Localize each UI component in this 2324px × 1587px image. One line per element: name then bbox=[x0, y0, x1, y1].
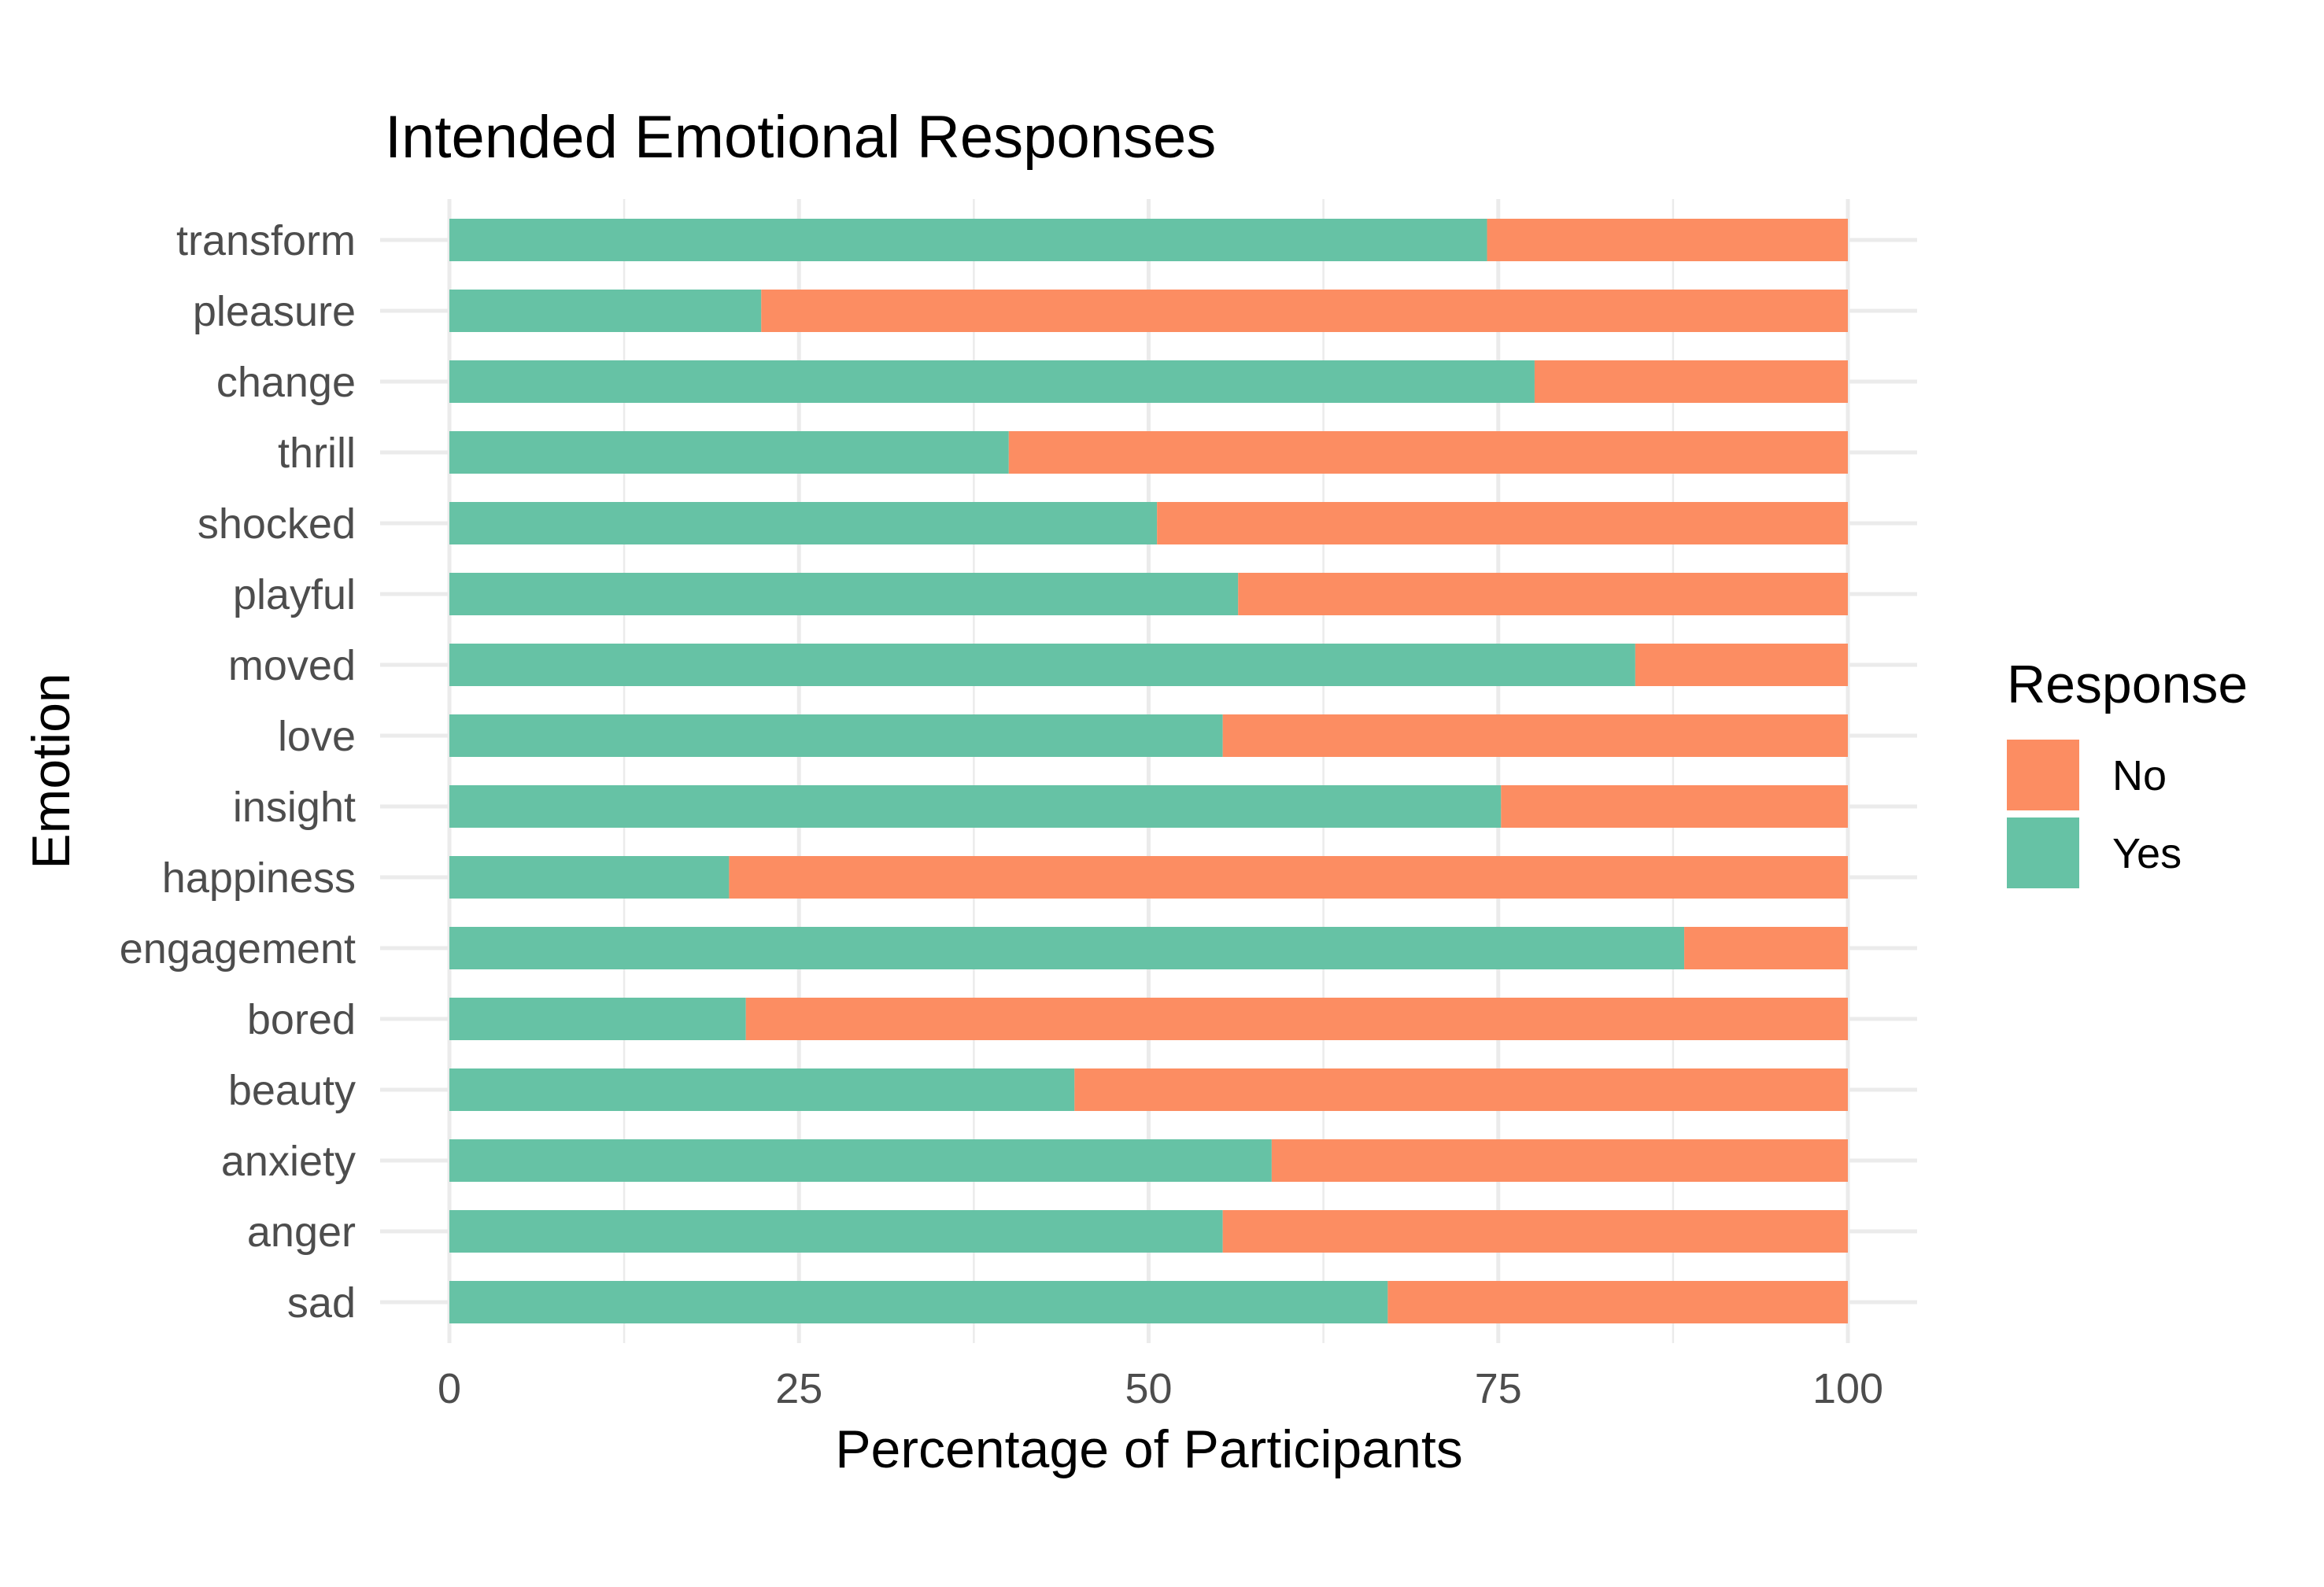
bar-no-bored bbox=[745, 998, 1848, 1040]
x-axis-title: Percentage of Participants bbox=[835, 1419, 1463, 1479]
legend-entries: No Yes bbox=[2007, 740, 2182, 888]
legend-label-yes: Yes bbox=[2112, 830, 2182, 877]
bar-no-sad bbox=[1387, 1281, 1848, 1323]
bar-yes-love bbox=[449, 714, 1223, 757]
y-tick-label: moved bbox=[228, 642, 356, 689]
x-tick-label: 25 bbox=[775, 1365, 822, 1412]
bar-yes-pleasure bbox=[449, 290, 762, 332]
y-tick-label: sad bbox=[287, 1279, 356, 1327]
bar-no-change bbox=[1534, 360, 1848, 403]
bar-no-insight bbox=[1501, 785, 1848, 828]
legend-title: Response bbox=[2007, 655, 2248, 714]
bar-yes-anxiety bbox=[449, 1139, 1272, 1182]
bar-yes-playful bbox=[449, 573, 1239, 615]
bar-no-love bbox=[1222, 714, 1848, 757]
y-tick-label: pleasure bbox=[193, 288, 356, 335]
y-tick-label: transform bbox=[176, 217, 356, 264]
bar-yes-anger bbox=[449, 1210, 1223, 1253]
bar-no-transform bbox=[1487, 219, 1848, 261]
x-tick-label: 100 bbox=[1812, 1365, 1883, 1412]
y-tick-label: change bbox=[216, 359, 356, 406]
bar-no-beauty bbox=[1074, 1068, 1848, 1111]
bar-no-pleasure bbox=[761, 290, 1848, 332]
y-axis-tick-labels: transform pleasure change thrill shocked play… bbox=[120, 217, 356, 1327]
y-tick-label: bored bbox=[247, 996, 356, 1043]
legend-swatch-no bbox=[2007, 740, 2079, 810]
bar-yes-beauty bbox=[449, 1068, 1075, 1111]
legend-label-no: No bbox=[2112, 752, 2167, 799]
y-tick-label: beauty bbox=[228, 1067, 356, 1114]
bar-yes-sad bbox=[449, 1281, 1388, 1323]
bars bbox=[449, 219, 1848, 1323]
x-tick-label: 50 bbox=[1125, 1365, 1172, 1412]
y-tick-label: anger bbox=[247, 1209, 356, 1256]
y-tick-label: love bbox=[278, 713, 356, 760]
y-tick-label: happiness bbox=[162, 854, 356, 902]
bar-yes-shocked bbox=[449, 502, 1158, 544]
x-axis-tick-labels: 0 25 50 75 100 bbox=[438, 1365, 1883, 1412]
bar-yes-bored bbox=[449, 998, 746, 1040]
y-tick-label: thrill bbox=[278, 430, 356, 477]
x-tick-label: 75 bbox=[1475, 1365, 1522, 1412]
legend: Response No Yes bbox=[2007, 655, 2248, 888]
bar-yes-engagement bbox=[449, 927, 1685, 969]
bar-no-thrill bbox=[1008, 431, 1848, 474]
bar-yes-transform bbox=[449, 219, 1487, 261]
y-tick-label: playful bbox=[233, 571, 356, 618]
bar-yes-thrill bbox=[449, 431, 1009, 474]
bar-yes-happiness bbox=[449, 856, 730, 899]
bar-no-happiness bbox=[729, 856, 1848, 899]
bar-no-playful bbox=[1238, 573, 1848, 615]
y-tick-label: engagement bbox=[120, 925, 356, 972]
bar-no-anger bbox=[1222, 1210, 1848, 1253]
y-axis-title: Emotion bbox=[21, 673, 81, 869]
y-tick-label: shocked bbox=[198, 500, 356, 548]
y-tick-label: anxiety bbox=[221, 1138, 356, 1185]
bar-yes-moved bbox=[449, 644, 1635, 686]
chart-title: Intended Emotional Responses bbox=[385, 104, 1216, 171]
bar-yes-change bbox=[449, 360, 1535, 403]
y-tick-label: insight bbox=[233, 784, 356, 831]
legend-swatch-yes bbox=[2007, 817, 2079, 888]
bar-no-engagement bbox=[1684, 927, 1848, 969]
bar-no-shocked bbox=[1157, 502, 1848, 544]
bar-yes-insight bbox=[449, 785, 1502, 828]
x-tick-label: 0 bbox=[438, 1365, 461, 1412]
bar-no-anxiety bbox=[1271, 1139, 1848, 1182]
bar-no-moved bbox=[1635, 644, 1848, 686]
